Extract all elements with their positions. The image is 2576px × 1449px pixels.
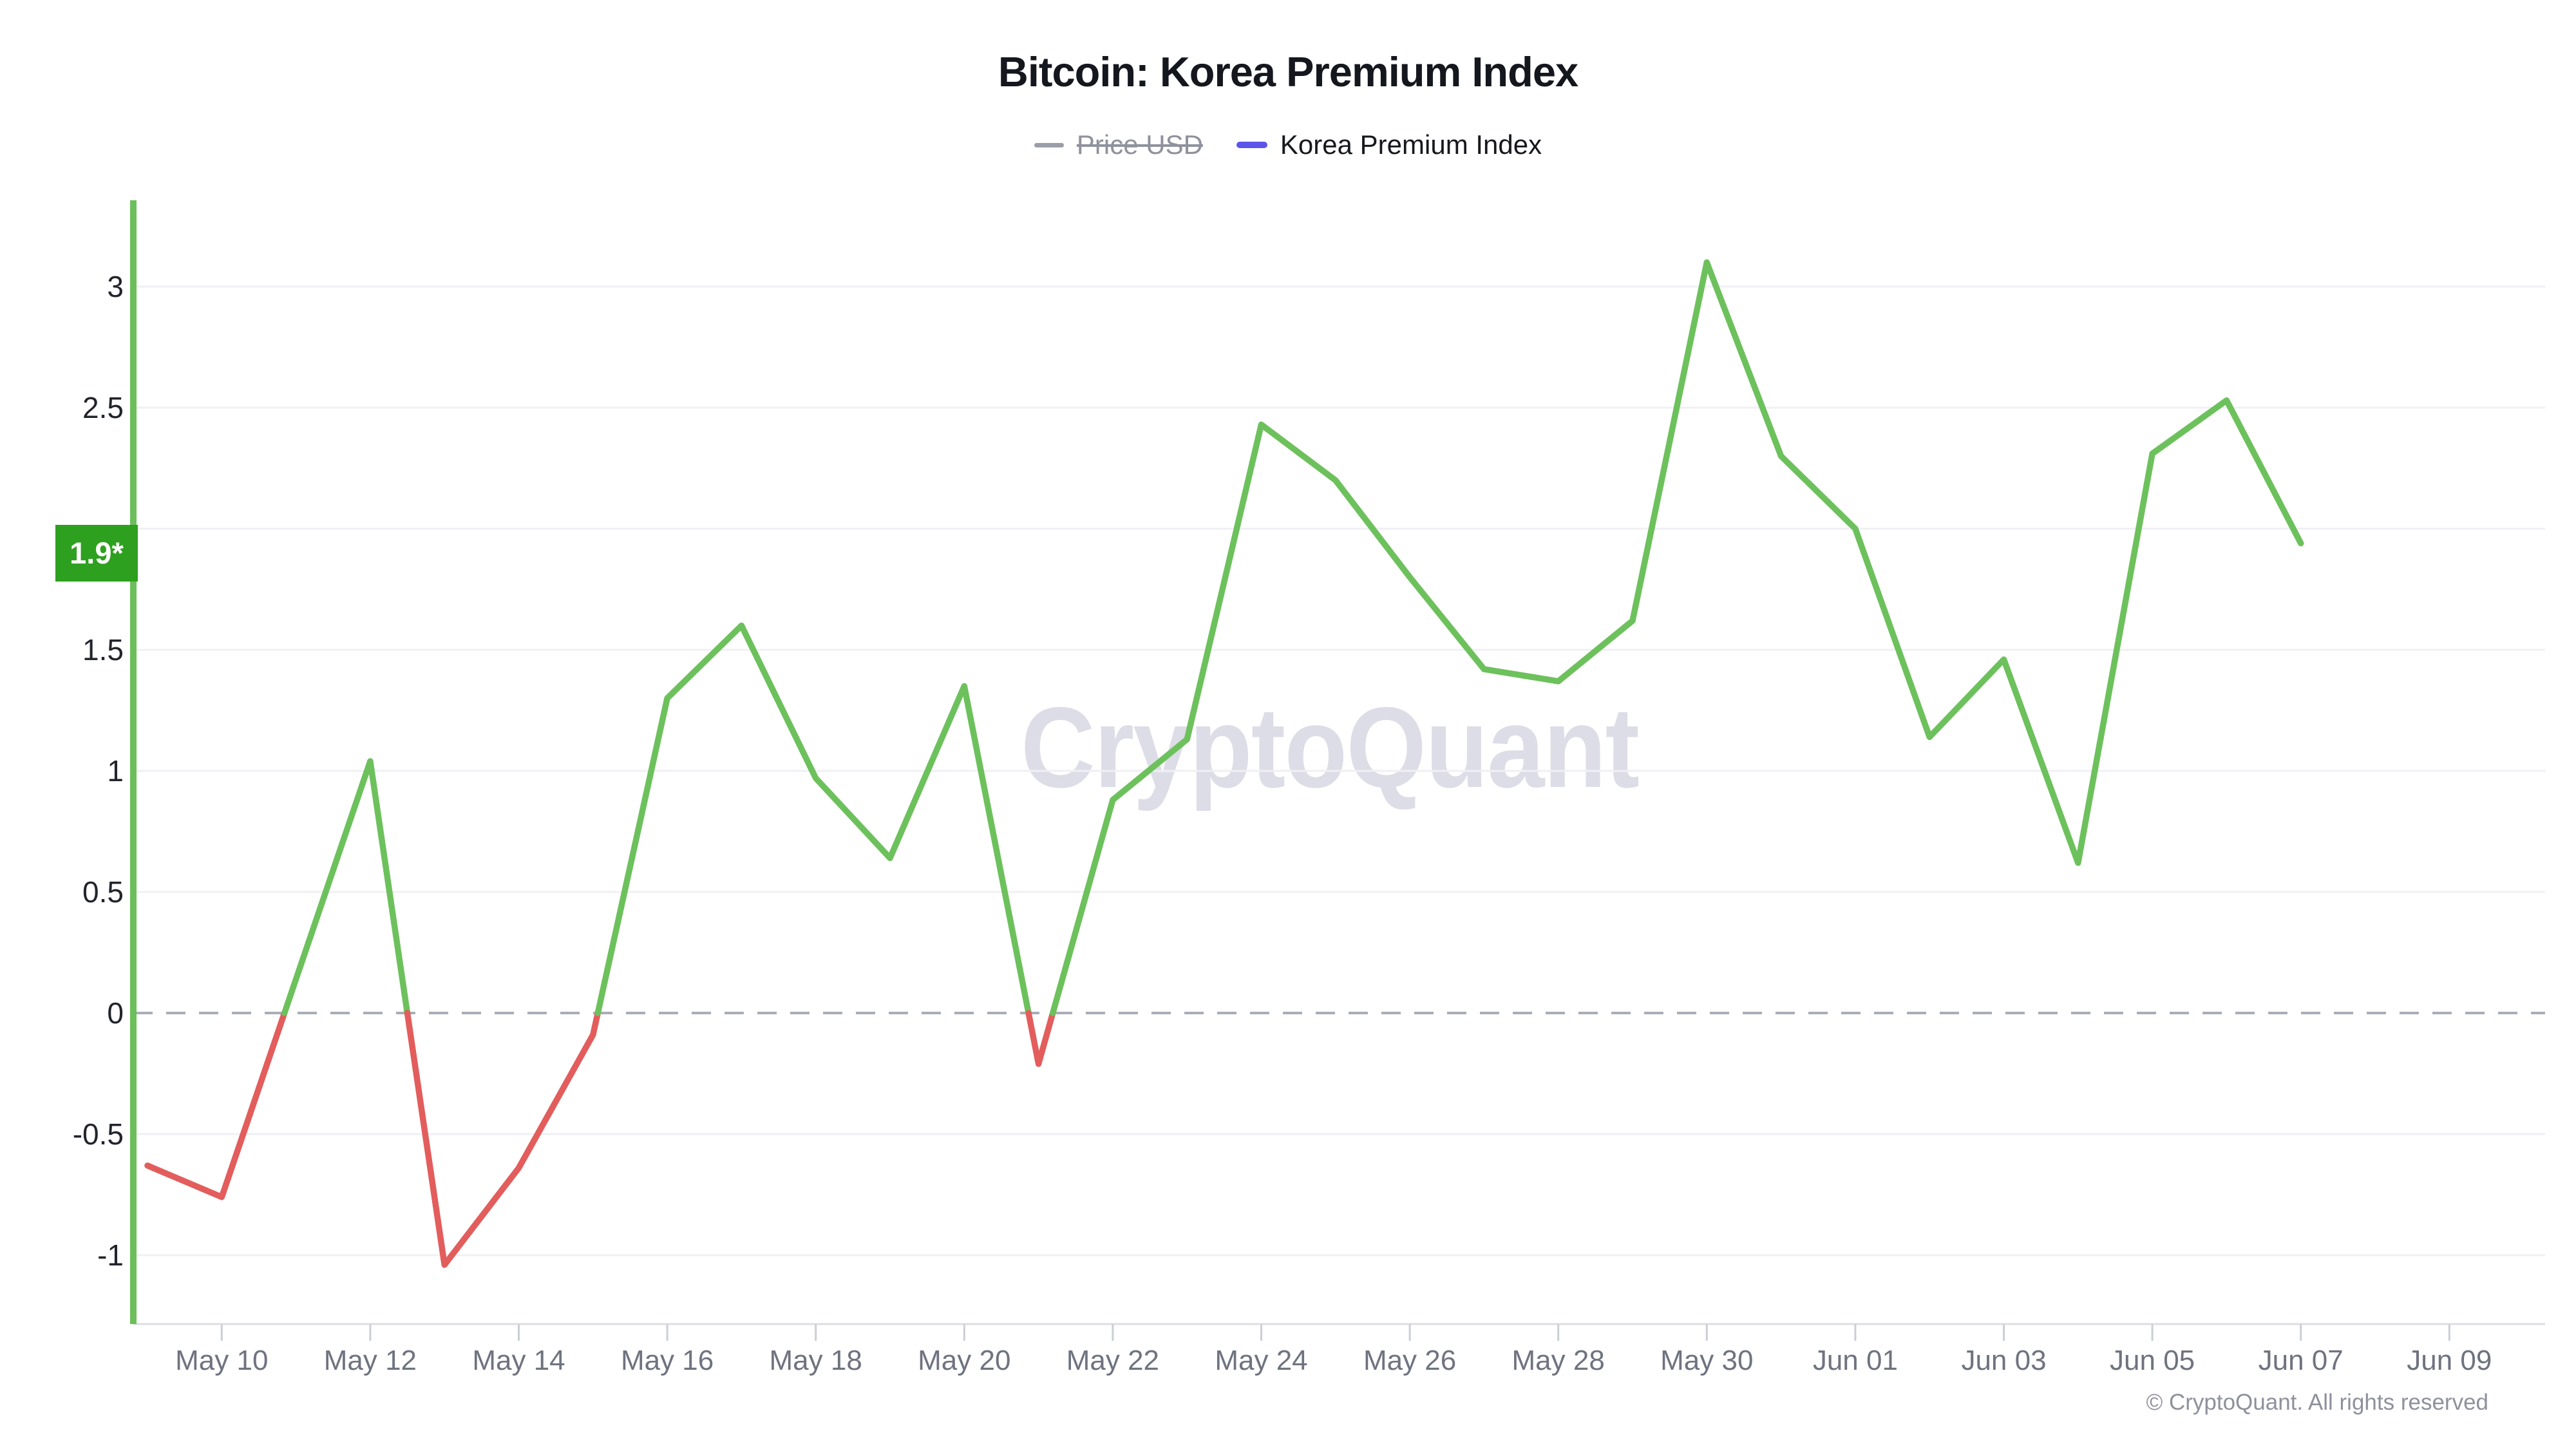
x-axis-label: May 20 [918,1345,1011,1376]
legend-label-korea-premium-index: Korea Premium Index [1280,129,1542,160]
y-axis-label: 1.5 [82,633,124,667]
x-axis-label: Jun 01 [1812,1345,1898,1376]
x-axis-label: May 16 [620,1345,714,1376]
korea-premium-index-line-segment [404,1010,601,1268]
korea-premium-index-line-segment [594,622,1032,1016]
legend: Price USD Korea Premium Index [0,126,2576,164]
legend-item-korea-premium-index[interactable]: Korea Premium Index [1236,129,1542,160]
x-axis-label: May 26 [1363,1345,1457,1376]
y-axis-label: -0.5 [72,1117,124,1151]
y-axis-label: -1 [97,1238,124,1272]
legend-item-price-usd[interactable]: Price USD [1034,129,1203,160]
x-axis-label: May 12 [323,1345,417,1376]
x-axis-label: May 22 [1066,1345,1160,1376]
korea-premium-index-line-segment [1050,259,2304,1016]
x-axis-label: Jun 05 [2110,1345,2195,1376]
x-axis-label: May 24 [1215,1345,1308,1376]
x-axis-label: May 30 [1660,1345,1754,1376]
y-axis-label: 0 [107,996,124,1030]
y-axis-label: 2.5 [82,391,124,424]
x-axis-label: Jun 09 [2407,1345,2492,1376]
x-axis-label: Jun 03 [1961,1345,2047,1376]
chart-title: Bitcoin: Korea Premium Index [998,48,1578,95]
y-axis-label: 3 [107,270,124,303]
price-usd-dash-icon [1034,142,1064,147]
korea-premium-index-line-segment [144,1010,288,1200]
korea-premium-index-dash-icon [1236,142,1267,148]
y-axis-label: 0.5 [82,875,124,909]
copyright-footer: © CryptoQuant. All rights reserved [2146,1390,2488,1415]
y-axis-label: 1 [107,754,124,788]
korea-premium-index-line-segment [1025,1010,1056,1067]
x-axis-label: May 28 [1511,1345,1605,1376]
x-axis-label: May 14 [472,1345,565,1376]
legend-label-price-usd: Price USD [1076,129,1203,160]
x-axis-label: May 10 [175,1345,269,1376]
x-axis-label: Jun 07 [2258,1345,2344,1376]
x-axis-label: May 18 [769,1345,862,1376]
korea-premium-index-line-segment [281,758,411,1016]
last-value-badge: 1.9* [55,524,138,582]
